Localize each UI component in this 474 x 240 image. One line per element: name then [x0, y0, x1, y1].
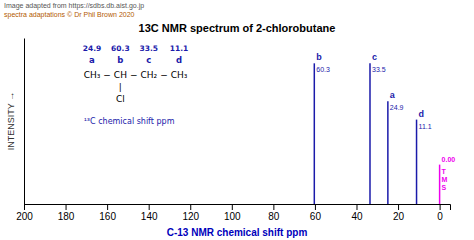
x-tick-label: 120 [182, 211, 199, 222]
x-tick-label: 20 [393, 211, 405, 222]
x-tick-label: 60 [310, 211, 322, 222]
x-tick: 40 [351, 204, 363, 222]
structure-shift: 33.5 [140, 44, 159, 53]
formula-part: − [130, 70, 138, 80]
x-tick: 180 [58, 204, 75, 222]
x-tick-label: 100 [224, 211, 241, 222]
peak-letter: d [419, 109, 425, 119]
x-tick-mark [149, 204, 150, 210]
y-axis-title: INTENSITY → [6, 92, 16, 150]
structure-letter: d [176, 55, 182, 65]
peak [369, 63, 371, 204]
structure-branch: | [119, 82, 122, 92]
structure-letter: a [89, 55, 95, 65]
x-tick-label: 200 [16, 211, 33, 222]
header-note: Image adapted from https://sdbs.db.aist.… [4, 2, 144, 10]
formula-part: CH₂ [140, 70, 157, 80]
x-tick-mark [232, 204, 233, 210]
peak [387, 101, 389, 204]
formula-part: CH₃ [171, 70, 188, 80]
peak-shift-label: 0.00 [442, 156, 456, 163]
peak-shift-label: 60.3 [316, 66, 330, 73]
x-axis-line [25, 205, 451, 211]
x-tick-mark [398, 204, 399, 210]
x-tick-label: 0 [437, 211, 443, 222]
x-tick-label: 180 [58, 211, 75, 222]
x-tick-label: 140 [141, 211, 158, 222]
structure-letter: b [117, 55, 123, 65]
x-tick: 160 [99, 204, 116, 222]
x-tick-label: 80 [268, 211, 280, 222]
formula-part: − [160, 70, 168, 80]
peak-shift-label: 11.1 [419, 123, 432, 130]
chart-title: 13C NMR spectrum of 2-chlorobutane [139, 22, 336, 34]
peak-shift-label: 24.9 [390, 104, 404, 111]
structure-caption: ¹³C chemical shift ppm [84, 117, 175, 126]
peak-shift-label: 33.5 [372, 66, 386, 73]
structure-letter: c [146, 55, 151, 65]
x-axis: 0 20 40 60 80 100 120 140 160 180 200 [16, 204, 450, 222]
peak-letter: TMS [442, 168, 448, 191]
marks [314, 63, 439, 204]
x-tick-mark [356, 204, 357, 210]
peak-letter: c [372, 52, 377, 62]
peak [439, 165, 441, 204]
structure: CH₃−CH−CH₂−CH₃24.960.333.511.1abcd|Cl¹³C… [83, 44, 189, 126]
formula-part: CH [114, 70, 127, 80]
x-tick-label: 40 [351, 211, 363, 222]
x-tick: 100 [224, 204, 241, 222]
x-tick-mark [24, 204, 25, 210]
x-tick-mark [315, 204, 316, 210]
x-tick: 200 [16, 204, 33, 222]
x-tick: 20 [393, 204, 405, 222]
peak-labels: b 60.3 c 33.5 a 24.9 d 11.1 0.00 TMS [316, 52, 455, 190]
x-tick: 0 [437, 204, 443, 222]
formula-part: − [103, 70, 111, 80]
x-tick-mark [66, 204, 67, 210]
y-axis-line [24, 39, 25, 205]
x-tick: 120 [182, 204, 199, 222]
x-tick-mark [273, 204, 274, 210]
peak-letter: a [390, 90, 396, 100]
x-axis-title: C-13 NMR chemical shift ppm [167, 227, 308, 238]
x-tick: 80 [268, 204, 280, 222]
peak [416, 120, 418, 204]
x-tick-label: 160 [99, 211, 116, 222]
peak-letter: b [316, 52, 322, 62]
x-tick-mark [440, 204, 441, 210]
structure-branch: Cl [116, 94, 125, 104]
chart-svg: Image adapted from https://sdbs.db.aist.… [0, 0, 474, 240]
x-tick: 60 [310, 204, 322, 222]
x-tick-mark [107, 204, 108, 210]
x-tick-mark [190, 204, 191, 210]
structure-shift: 11.1 [170, 44, 189, 53]
header-note: spectra adaptations © Dr Phil Brown 2020 [4, 11, 135, 19]
structure-shift: 24.9 [83, 44, 102, 53]
structure-shift: 60.3 [111, 44, 130, 53]
y-axis [24, 39, 25, 205]
formula-part: CH₃ [84, 70, 101, 80]
peak [314, 63, 316, 204]
x-tick: 140 [141, 204, 158, 222]
